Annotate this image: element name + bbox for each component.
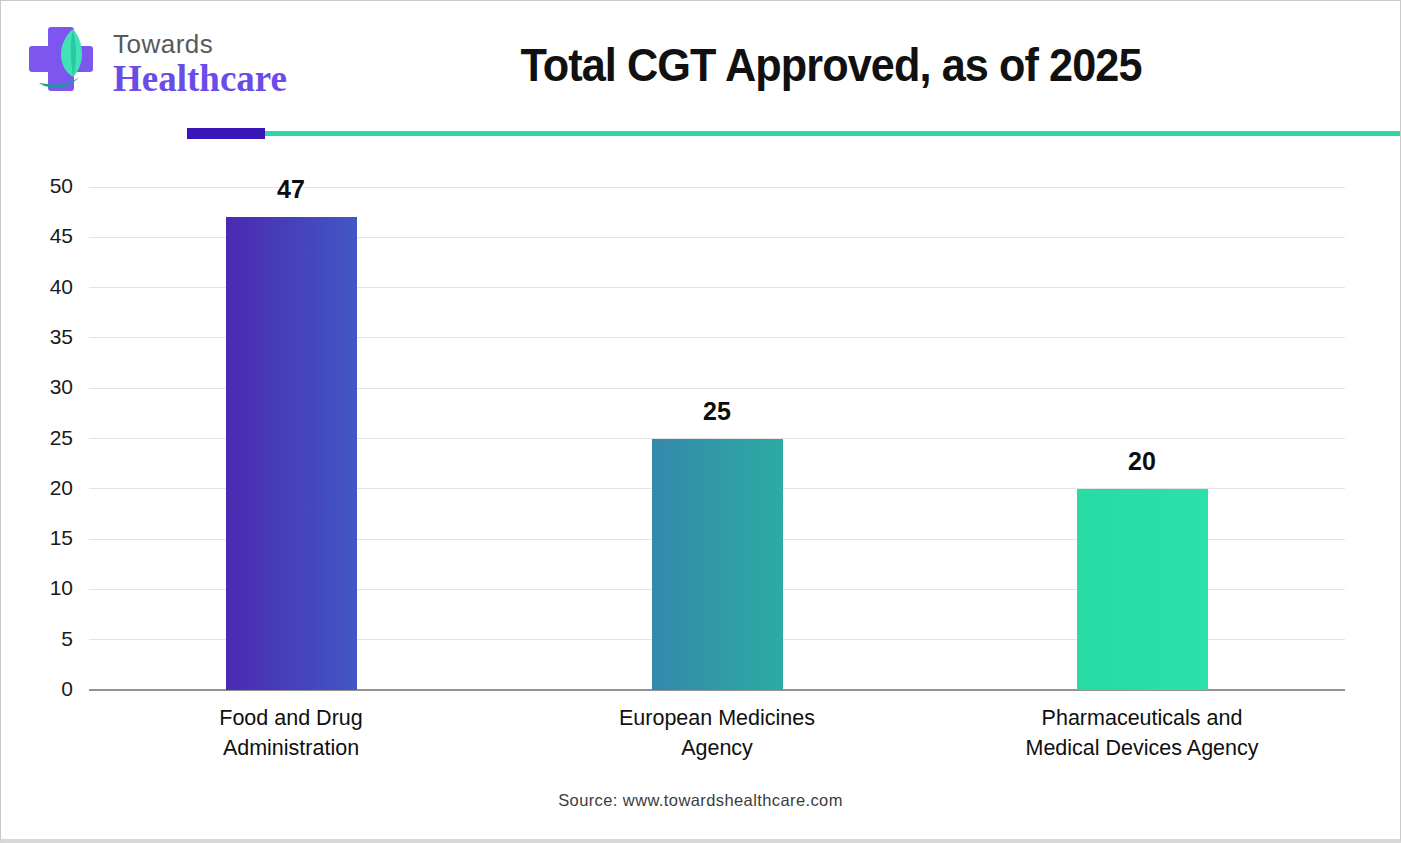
source-caption: Source: www.towardshealthcare.com [1, 791, 1400, 810]
towards-healthcare-logo: Towards Healthcare [27, 25, 287, 99]
chart-page: Towards Healthcare Total CGT Approved, a… [0, 0, 1401, 843]
bar-value-label-3: 20 [1082, 447, 1202, 476]
y-tick-label-10: 10 [1, 576, 73, 600]
bar-2 [652, 439, 783, 691]
y-tick-label-25: 25 [1, 426, 73, 450]
logo-text-towards: Towards [113, 31, 287, 57]
y-tick-label-50: 50 [1, 174, 73, 198]
page-title: Total CGT Approved, as of 2025 [520, 37, 1141, 92]
y-tick-label-40: 40 [1, 275, 73, 299]
y-tick-label-20: 20 [1, 476, 73, 500]
bar-1 [226, 217, 357, 690]
divider-teal-line [265, 131, 1400, 136]
bar-chart-plot-area: 472520 [89, 187, 1345, 690]
y-tick-label-45: 45 [1, 224, 73, 248]
bar-value-label-1: 47 [231, 175, 351, 204]
y-tick-label-35: 35 [1, 325, 73, 349]
cross-and-leaf-icon [27, 25, 109, 99]
y-tick-label-5: 5 [1, 627, 73, 651]
y-tick-label-30: 30 [1, 375, 73, 399]
category-label-1: Food and DrugAdministration [121, 704, 461, 763]
category-label-3: Pharmaceuticals andMedical Devices Agenc… [972, 704, 1312, 763]
y-tick-label-0: 0 [1, 677, 73, 701]
divider-purple-segment [187, 128, 265, 139]
bar-value-label-2: 25 [657, 397, 777, 426]
bar-3 [1077, 489, 1208, 690]
y-tick-label-15: 15 [1, 526, 73, 550]
category-label-2: European MedicinesAgency [547, 704, 887, 763]
logo-text-healthcare: Healthcare [113, 60, 287, 97]
